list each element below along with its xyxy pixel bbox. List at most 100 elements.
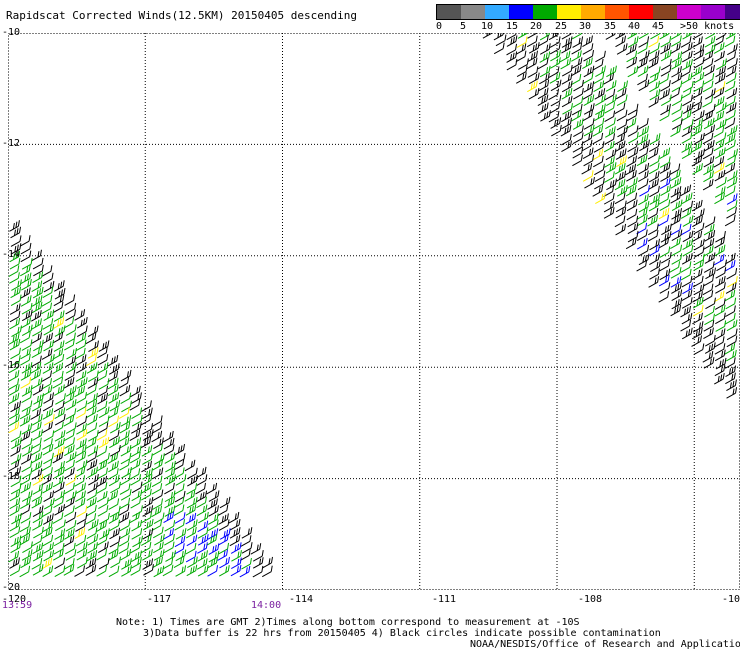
- barb-feather: [679, 192, 682, 199]
- barb-feather: [105, 429, 108, 436]
- wind-barb: [63, 558, 75, 570]
- barb-feather: [105, 549, 108, 556]
- wind-barb: [704, 305, 715, 318]
- barb-feather: [676, 178, 679, 185]
- barb-feather: [150, 407, 153, 414]
- barb-feather: [74, 385, 77, 392]
- barb-feather: [647, 33, 649, 34]
- wind-barb: [208, 505, 219, 517]
- wind-barb: [594, 163, 605, 176]
- barb-feather: [589, 148, 592, 156]
- barb-shaft: [241, 563, 251, 570]
- barb-feather: [676, 171, 679, 178]
- wind-barb: [130, 385, 141, 398]
- barb-shaft: [724, 295, 734, 302]
- wind-barb: [20, 242, 32, 255]
- barb-shaft: [174, 548, 184, 555]
- barb-shaft: [87, 450, 98, 457]
- barb-feather: [151, 528, 154, 535]
- wind-barb: [20, 377, 32, 389]
- wind-barb: [43, 452, 54, 465]
- wind-barb: [53, 310, 65, 322]
- barb-shaft: [97, 473, 107, 480]
- wind-barb: [614, 140, 626, 153]
- barb-shaft: [41, 511, 52, 518]
- barb-shaft: [20, 359, 30, 366]
- barb-shaft: [726, 355, 736, 362]
- barb-feather: [623, 127, 626, 134]
- barb-feather: [228, 528, 231, 535]
- wind-barb: [671, 253, 683, 265]
- wind-barb: [724, 357, 736, 369]
- barb-feather: [83, 520, 86, 527]
- barb-shaft: [130, 442, 140, 449]
- barb-shaft: [660, 176, 670, 182]
- wind-barb: [703, 320, 715, 332]
- barb-feather: [700, 215, 703, 222]
- barb-feather: [52, 498, 55, 505]
- wind-barb: [173, 504, 185, 517]
- barb-feather: [60, 385, 63, 392]
- wind-barb: [604, 88, 616, 101]
- wind-barb: [671, 103, 683, 115]
- barb-feather: [641, 136, 644, 143]
- barb-feather: [47, 349, 50, 356]
- barb-feather: [45, 529, 48, 537]
- wind-barb: [649, 268, 660, 280]
- barb-feather: [17, 557, 20, 564]
- barb-shaft: [76, 547, 87, 554]
- wind-barb: [682, 33, 693, 40]
- barb-shaft: [74, 503, 85, 510]
- barb-feather: [29, 512, 32, 519]
- wind-barb: [692, 312, 703, 325]
- wind-barb: [670, 237, 681, 250]
- barb-shaft: [110, 487, 120, 494]
- barb-feather: [657, 162, 660, 169]
- wind-barb: [52, 451, 64, 464]
- barb-feather: [149, 534, 152, 541]
- barb-feather: [41, 511, 44, 518]
- wind-barb: [702, 290, 714, 302]
- barb-shaft: [53, 359, 63, 366]
- barb-feather: [106, 385, 109, 392]
- barb-shaft: [659, 161, 670, 168]
- barb-shaft: [41, 308, 51, 315]
- barb-feather: [612, 171, 615, 178]
- barb-feather: [735, 176, 738, 184]
- barb-feather: [148, 559, 151, 566]
- barb-feather: [93, 467, 96, 475]
- wind-barb: [76, 513, 88, 525]
- barb-shaft: [592, 138, 602, 145]
- wind-barb: [20, 512, 32, 524]
- wind-barb: [539, 51, 551, 63]
- barb-feather: [249, 557, 252, 565]
- barb-feather: [17, 333, 20, 340]
- barb-shaft: [682, 236, 693, 243]
- barb-feather: [629, 46, 632, 53]
- wind-barb: [526, 57, 538, 70]
- barb-shaft: [560, 63, 570, 70]
- wind-barb: [715, 230, 726, 243]
- barb-feather: [557, 33, 559, 35]
- lon-label: -114: [289, 594, 314, 605]
- wind-barb: [119, 483, 131, 495]
- barb-feather: [17, 361, 20, 368]
- barb-feather: [602, 177, 605, 185]
- barb-shaft: [119, 533, 130, 539]
- barb-shaft: [53, 300, 64, 307]
- barb-feather: [116, 370, 119, 378]
- barb-feather: [623, 44, 626, 51]
- barb-feather: [735, 58, 738, 65]
- wind-barb: [638, 200, 650, 213]
- barb-feather: [37, 296, 40, 303]
- barb-feather: [81, 491, 84, 499]
- barb-feather: [40, 496, 43, 504]
- barb-feather: [702, 80, 705, 87]
- wind-barb: [119, 497, 131, 510]
- barb-feather: [567, 37, 570, 44]
- barb-feather: [632, 58, 635, 65]
- wind-barbs: [8, 33, 738, 578]
- wind-barb: [97, 392, 109, 405]
- wind-barb: [573, 79, 584, 92]
- barb-shaft: [702, 153, 713, 160]
